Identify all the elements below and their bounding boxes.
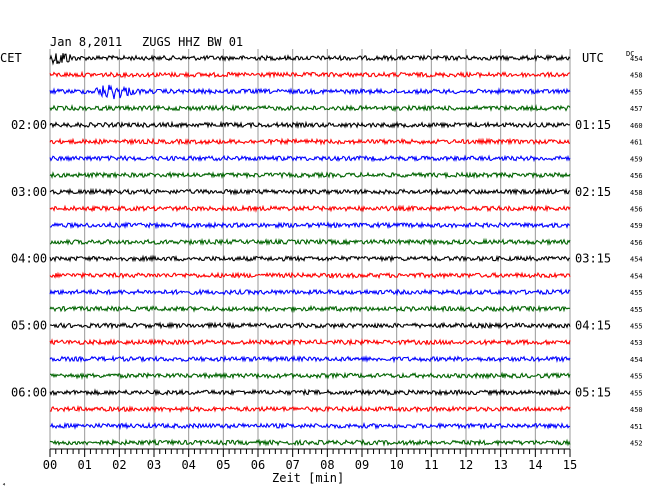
trace-1-black: [49, 53, 571, 66]
trace-10-red: [49, 204, 571, 213]
trace-12-green: [49, 237, 571, 246]
dc-value-label: 452: [630, 440, 643, 448]
right-hour-label: 01:15: [575, 118, 611, 132]
trace-9-black: [49, 187, 571, 197]
trace-23-blue: [49, 421, 571, 431]
dc-value-label: 453: [630, 339, 643, 347]
hour-labels: 02:00 01:15 03:00 02:15 04:00 03:15 05:00 04:15…: [11, 118, 611, 400]
dc-value-label: 454: [630, 55, 643, 63]
trace-18-red: [49, 338, 571, 347]
grid-lines: [49, 49, 571, 449]
dc-value-label: 455: [630, 306, 643, 314]
dc-value-label: 459: [630, 222, 643, 230]
right-hour-label: 04:15: [575, 319, 611, 333]
trace-13-black: [49, 254, 571, 263]
dc-value-label: 456: [630, 205, 643, 213]
trace-6-red: [49, 137, 571, 146]
trace-2-red: [49, 70, 571, 79]
x-axis: 00 01 02 03 04 05 06 07 08 09 10 11 12 13 14 15: [43, 448, 577, 472]
right-hour-label: 03:15: [575, 252, 611, 266]
trace-16-green: [49, 304, 571, 313]
trace-7-blue: [49, 154, 571, 163]
x-tick-label: 13: [493, 458, 507, 472]
dc-value-label: 455: [630, 389, 643, 397]
trace-11-blue: [50, 221, 571, 230]
x-tick-label: 10: [389, 458, 403, 472]
dc-value-label: 455: [630, 289, 643, 297]
dc-value-label: 455: [630, 373, 643, 381]
header-date: Jan 8,2011: [50, 35, 122, 49]
trace-17-black: [49, 321, 571, 330]
dc-value-label: 461: [630, 139, 643, 147]
x-tick-label: 05: [216, 458, 230, 472]
x-tick-label: 12: [459, 458, 473, 472]
x-tick-label: 00: [43, 458, 57, 472]
trace-21-black: [49, 388, 571, 397]
dc-value-label: 456: [630, 239, 643, 247]
header-station: ZUGS HHZ BW 01: [142, 35, 243, 49]
dc-value-label: 455: [630, 88, 643, 96]
trace-19-blue: [49, 354, 571, 364]
trace-14-red: [49, 271, 571, 280]
right-hour-label: 05:15: [575, 385, 611, 399]
dc-value-label: 458: [630, 72, 643, 80]
dc-value-label: 460: [630, 122, 643, 130]
x-tick-label: 03: [147, 458, 161, 472]
left-hour-label: 06:00: [11, 385, 47, 399]
x-tick-label: 14: [528, 458, 542, 472]
x-tick-label: 09: [355, 458, 369, 472]
dc-value-label: 450: [630, 406, 643, 414]
trace-15-blue: [49, 287, 571, 297]
x-tick-label: 04: [181, 458, 195, 472]
left-hour-label: 04:00: [11, 252, 47, 266]
x-tick-label: 02: [112, 458, 126, 472]
corner-mark: ⁴: [2, 482, 6, 490]
dc-value-label: 457: [630, 105, 643, 113]
x-axis-label: Zeit [min]: [272, 471, 344, 485]
dc-label: DC: [626, 50, 634, 58]
x-tick-label: 07: [285, 458, 299, 472]
dc-value-label: 454: [630, 256, 643, 264]
dc-value-label: 458: [630, 189, 643, 197]
dc-value-label: 454: [630, 356, 643, 364]
x-tick-label: 01: [77, 458, 91, 472]
x-tick-label: 08: [320, 458, 334, 472]
trace-22-red: [49, 404, 571, 414]
left-hour-label: 02:00: [11, 118, 47, 132]
right-hour-label: 02:15: [575, 185, 611, 199]
dc-value-label: 455: [630, 323, 643, 331]
dc-value-label: 451: [630, 423, 643, 431]
left-hour-label: 05:00: [11, 319, 47, 333]
dc-value-label: 456: [630, 172, 643, 180]
x-tick-label: 15: [563, 458, 577, 472]
trace-4-green: [49, 103, 571, 113]
dc-value-label: 454: [630, 272, 643, 280]
left-timezone-label: CET: [0, 51, 22, 65]
trace-3-blue: [49, 84, 571, 100]
trace-8-green: [49, 170, 571, 180]
trace-24-green: [49, 438, 571, 447]
right-timezone-label: UTC: [582, 51, 604, 65]
trace-5-black: [49, 120, 571, 130]
x-tick-label: 11: [424, 458, 438, 472]
x-tick-label: 06: [251, 458, 265, 472]
traces: 454 458 455 457 460 461 459 456 458 456 459 456 454 4…: [49, 53, 643, 448]
trace-20-green: [49, 371, 571, 380]
left-hour-label: 03:00: [11, 185, 47, 199]
dc-value-label: 459: [630, 155, 643, 163]
